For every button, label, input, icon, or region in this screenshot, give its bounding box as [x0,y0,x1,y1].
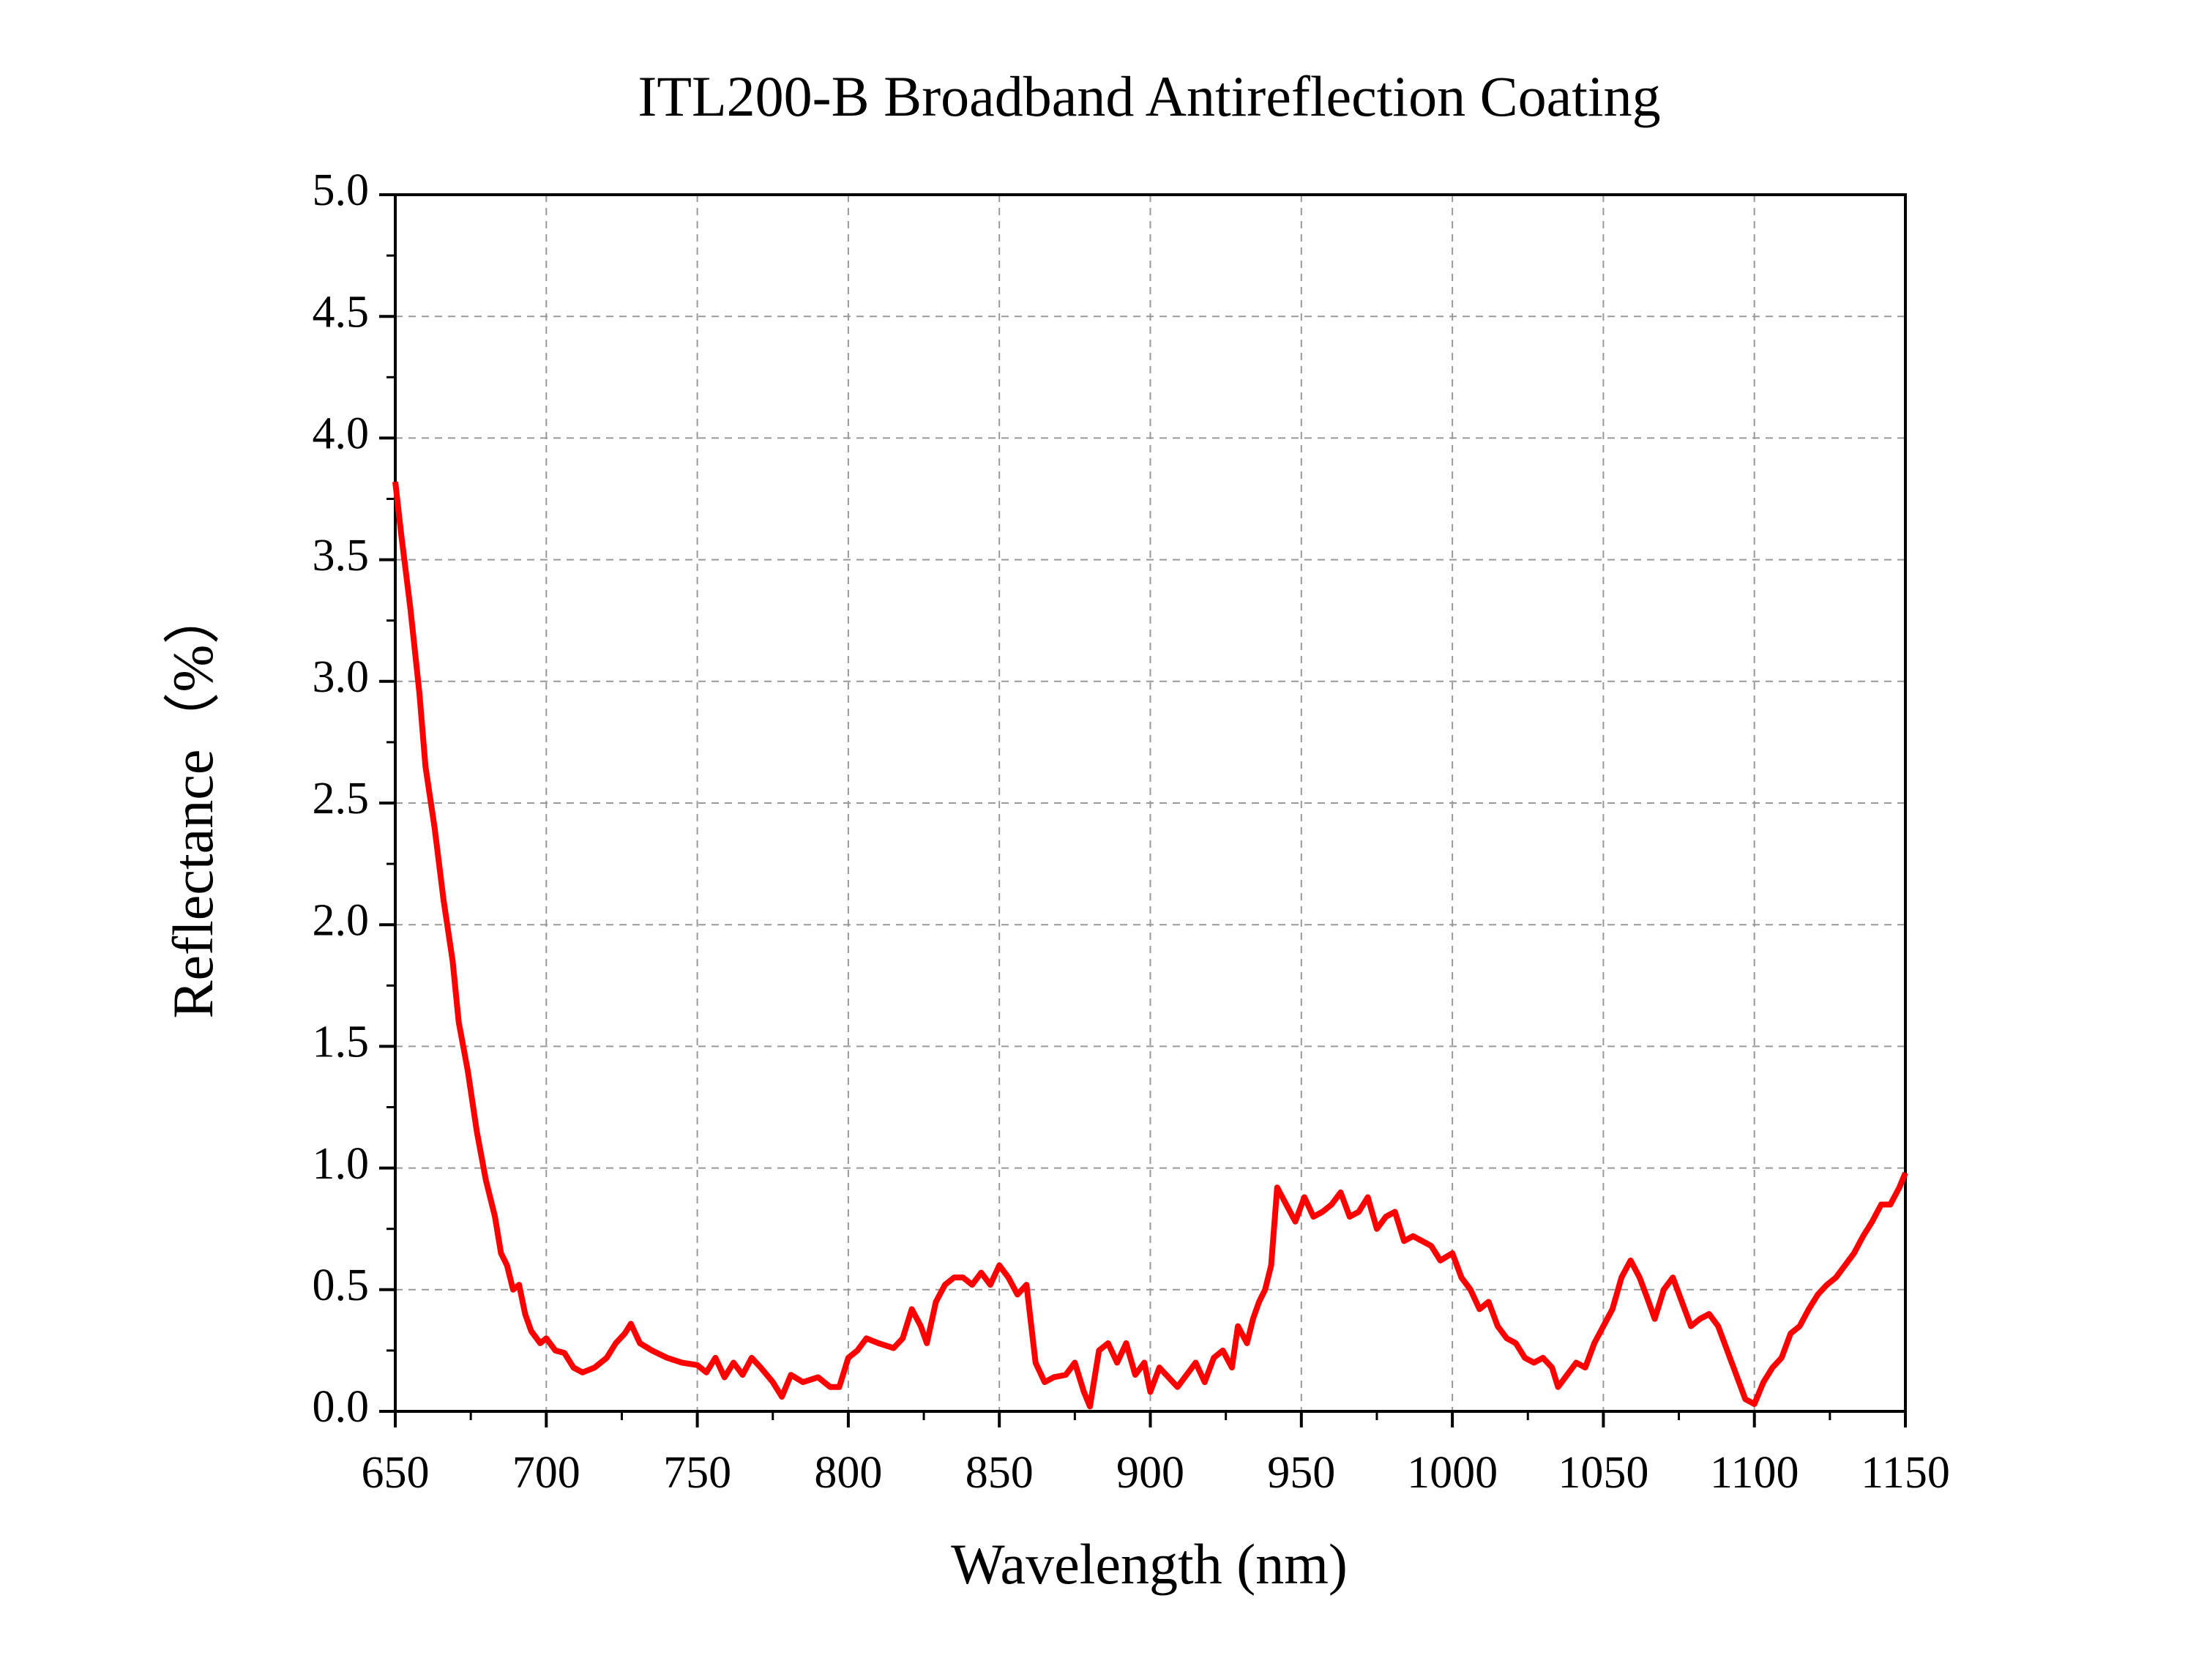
y-tick-label: 0.0 [313,1382,370,1432]
x-tick-label: 950 [1267,1448,1335,1498]
y-tick-label: 1.0 [313,1139,370,1189]
y-tick-label: 0.5 [313,1261,370,1310]
y-tick-label: 2.5 [313,774,370,824]
y-tick-label: 4.5 [313,287,370,337]
x-tick-label: 1150 [1861,1448,1950,1498]
x-tick-label: 850 [966,1448,1034,1498]
y-tick-label: 2.0 [313,895,370,945]
x-tick-label: 750 [663,1448,731,1498]
x-axis-label: Wavelength (nm) [951,1532,1348,1596]
x-tick-label: 900 [1116,1448,1184,1498]
y-tick-label: 4.0 [313,409,370,459]
y-tick-label: 3.5 [313,531,370,580]
y-tick-label: 5.0 [313,165,370,215]
y-tick-label: 3.0 [313,652,370,702]
y-tick-label: 1.5 [313,1018,370,1067]
chart-title: ITL200-B Broadband Antireflection Coatin… [638,64,1660,128]
x-tick-label: 1000 [1407,1448,1498,1498]
x-tick-label: 1100 [1710,1448,1799,1498]
data-line [392,481,1908,1410]
x-tick-label: 650 [362,1448,430,1498]
y-axis-label: Reflectance（%） [161,587,225,1018]
x-tick-label: 1050 [1558,1448,1648,1498]
x-tick-label: 700 [512,1448,580,1498]
plot-frame [394,193,1907,1413]
x-tick-label: 800 [814,1448,882,1498]
